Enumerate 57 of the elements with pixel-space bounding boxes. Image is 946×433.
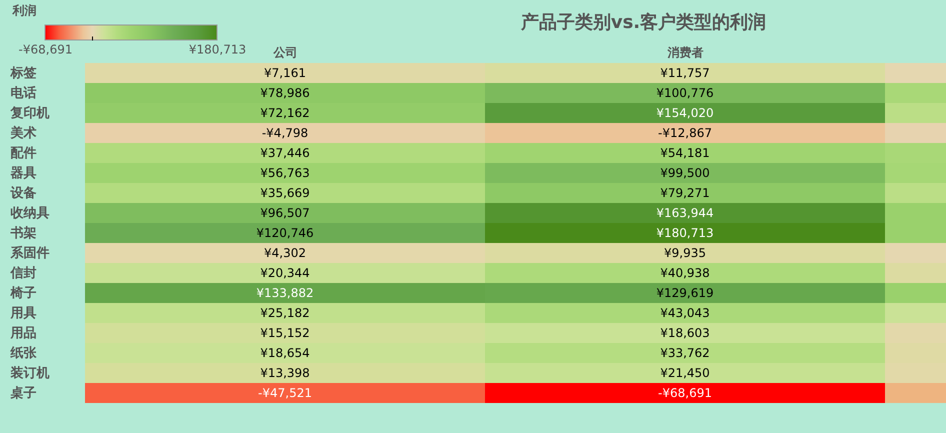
data-label: ¥9,935 [664,246,706,260]
y-tick-label: 系固件 [10,245,50,261]
color-bar-label: -¥68,691 [18,42,72,56]
y-tick-label: 收纳具 [10,206,50,221]
data-label: ¥154,020 [656,106,714,120]
data-label: ¥43,043 [660,306,710,320]
y-tick-label: 标签 [10,66,36,81]
data-label: ¥79,271 [660,186,710,200]
data-label: ¥133,882 [256,286,314,300]
y-tick-label: 美术 [10,125,36,141]
data-label: ¥37,446 [260,146,310,160]
y-tick-label: 书架 [10,225,36,241]
data-label: ¥180,713 [656,226,714,240]
x-tick-label: 消费者 [666,46,704,60]
data-label: ¥33,762 [660,346,710,360]
data-label: ¥100,776 [656,86,714,100]
y-tick-label: 复印机 [10,105,50,121]
data-label: ¥4,302 [264,246,306,260]
data-label: ¥163,944 [656,206,714,220]
data-label: ¥11,757 [660,66,710,80]
data-label: -¥68,691 [658,386,712,400]
color-bar-label: ¥180,713 [188,42,246,56]
x-tick-label: 公司 [272,46,298,60]
data-label: -¥12,867 [658,126,712,140]
data-label: ¥78,986 [260,86,310,100]
y-tick-label: 用品 [10,326,36,341]
y-tick-label: 配件 [10,146,36,161]
y-tick-label: 设备 [10,186,36,201]
data-label: ¥54,181 [660,146,710,160]
y-tick-label: 电话 [10,85,36,101]
color-bar-title: 利润 [12,4,36,18]
y-tick-label: 装订机 [10,366,50,381]
data-label: ¥18,603 [660,326,710,340]
y-tick-label: 信封 [10,266,36,281]
data-label: ¥20,344 [260,266,310,280]
data-label: ¥35,669 [260,186,310,200]
y-tick-label: 用具 [10,306,36,321]
data-label: ¥40,938 [660,266,710,280]
y-tick-label: 椅子 [10,286,36,301]
data-label: ¥18,654 [260,346,310,360]
y-tick-label: 桌子 [10,385,36,401]
y-tick-label: 器具 [10,166,36,181]
data-label: ¥15,152 [260,326,310,340]
chart-title: 产品子类别vs.客户类型的利润 [520,12,766,33]
data-label: ¥129,619 [656,286,714,300]
data-label: ¥25,182 [260,306,310,320]
data-label: ¥99,500 [660,166,710,180]
data-label: ¥21,450 [660,366,710,380]
data-label: ¥120,746 [256,226,314,240]
data-label: ¥56,763 [260,166,310,180]
data-label: -¥47,521 [258,386,312,400]
y-tick-label: 纸张 [10,346,38,361]
data-label: ¥72,162 [260,106,310,120]
data-label: ¥96,507 [260,206,310,220]
data-label: -¥4,798 [262,126,308,140]
data-label: ¥13,398 [260,366,310,380]
data-label: ¥7,161 [264,66,306,80]
